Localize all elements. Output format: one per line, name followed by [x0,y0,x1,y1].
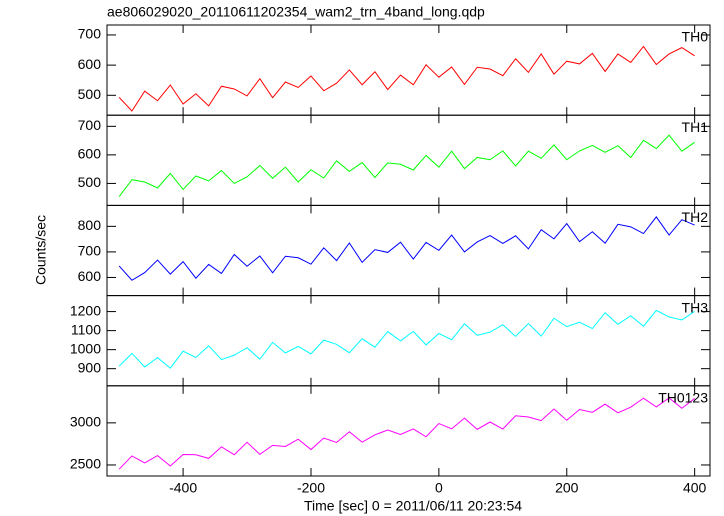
y-tick-label: 700 [78,117,102,133]
data-line [118,309,695,369]
panel-frame [106,204,711,297]
y-tick-label: 700 [78,243,102,259]
panel-frame [106,24,711,116]
data-line [118,45,695,112]
panel-frame [106,114,711,206]
series-label: TH0 [682,29,709,45]
y-tick-label: 2500 [70,456,101,472]
y-tick-label: 900 [78,359,102,375]
y-tick-label: 600 [78,56,102,72]
y-tick-label: 1000 [70,340,101,356]
panel-frame [106,385,711,477]
y-tick-label: 1100 [71,321,101,337]
panel-frame [106,295,711,387]
data-line [118,216,695,281]
x-tick-label: 400 [683,480,707,496]
x-tick-label: -200 [297,480,325,496]
x-tick-label: 0 [435,480,443,496]
series-label: TH2 [682,209,709,225]
chart-title: ae806029020_20110611202354_wam2_trn_4ban… [107,4,485,20]
x-axis-label: Time [sec] 0 = 2011/06/11 20:23:54 [304,498,522,514]
y-axis-label: Counts/sec [33,215,49,285]
y-tick-label: 500 [78,174,102,190]
y-tick-label: 500 [78,86,102,102]
series-label: TH3 [682,299,709,315]
y-tick-label: 600 [78,268,102,284]
series-label: TH1 [682,119,709,135]
series-label: TH0123 [658,390,708,406]
y-tick-label: 600 [78,146,102,162]
y-tick-label: 800 [78,217,102,233]
data-line [118,397,695,470]
data-line [118,134,695,197]
x-tick-label: 200 [555,480,579,496]
x-tick-label: -400 [169,480,197,496]
y-tick-label: 3000 [70,414,101,430]
y-tick-label: 1200 [70,302,101,318]
y-tick-label: 700 [78,26,102,42]
